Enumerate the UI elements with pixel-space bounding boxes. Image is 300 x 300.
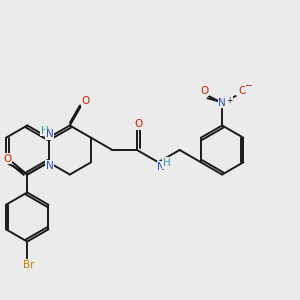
Text: O: O [82, 96, 90, 106]
Text: O: O [200, 85, 208, 96]
Text: +: + [226, 96, 233, 105]
Text: N: N [218, 98, 226, 108]
Text: N: N [158, 162, 165, 172]
Text: Br: Br [23, 260, 34, 270]
Text: O: O [3, 154, 11, 164]
Text: H: H [41, 126, 49, 136]
Text: H: H [163, 158, 171, 168]
Text: O: O [239, 85, 247, 96]
Text: N: N [46, 129, 54, 139]
Text: O: O [134, 119, 142, 129]
Text: N: N [46, 161, 54, 171]
Text: −: − [245, 81, 253, 91]
